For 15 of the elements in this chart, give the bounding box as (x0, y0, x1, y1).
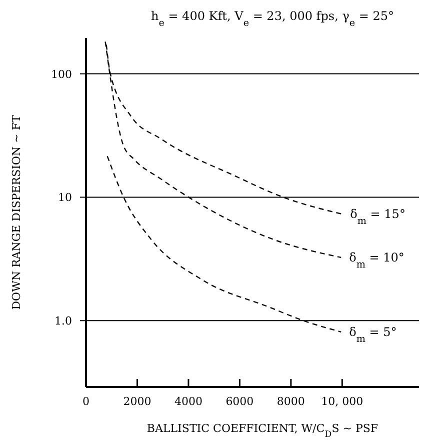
x-tick-label: 8000 (276, 395, 305, 408)
y-tick-label: 10 (58, 191, 72, 204)
x-tick-label: 6000 (226, 395, 254, 408)
y-tick-label: 100 (51, 68, 72, 81)
series-label: δ$_{m}$ = 10° (349, 250, 404, 270)
y-axis-title: DOWN RANGE DISPERSION ~ FT (10, 114, 23, 310)
x-axis-title: BALLISTIC COEFFICIENT, W/C$_{D}$S ~ PSF (146, 422, 378, 440)
series-label: δ$_{m}$ = 15° (350, 207, 406, 227)
x-tick-label: 4000 (174, 395, 202, 408)
chart-title: h$_{e}$ = 400 Kft, V$_{e}$ = 23, 000 fps, γ$_{e}$ = 25° (150, 9, 394, 28)
x-tick-label: 10, 000 (321, 395, 364, 408)
series-label: δ$_{m}$ = 5° (349, 324, 397, 344)
y-tick-label: 1.0 (54, 314, 72, 328)
x-tick-label: 0 (82, 395, 90, 408)
x-tick-label: 2000 (123, 395, 152, 408)
